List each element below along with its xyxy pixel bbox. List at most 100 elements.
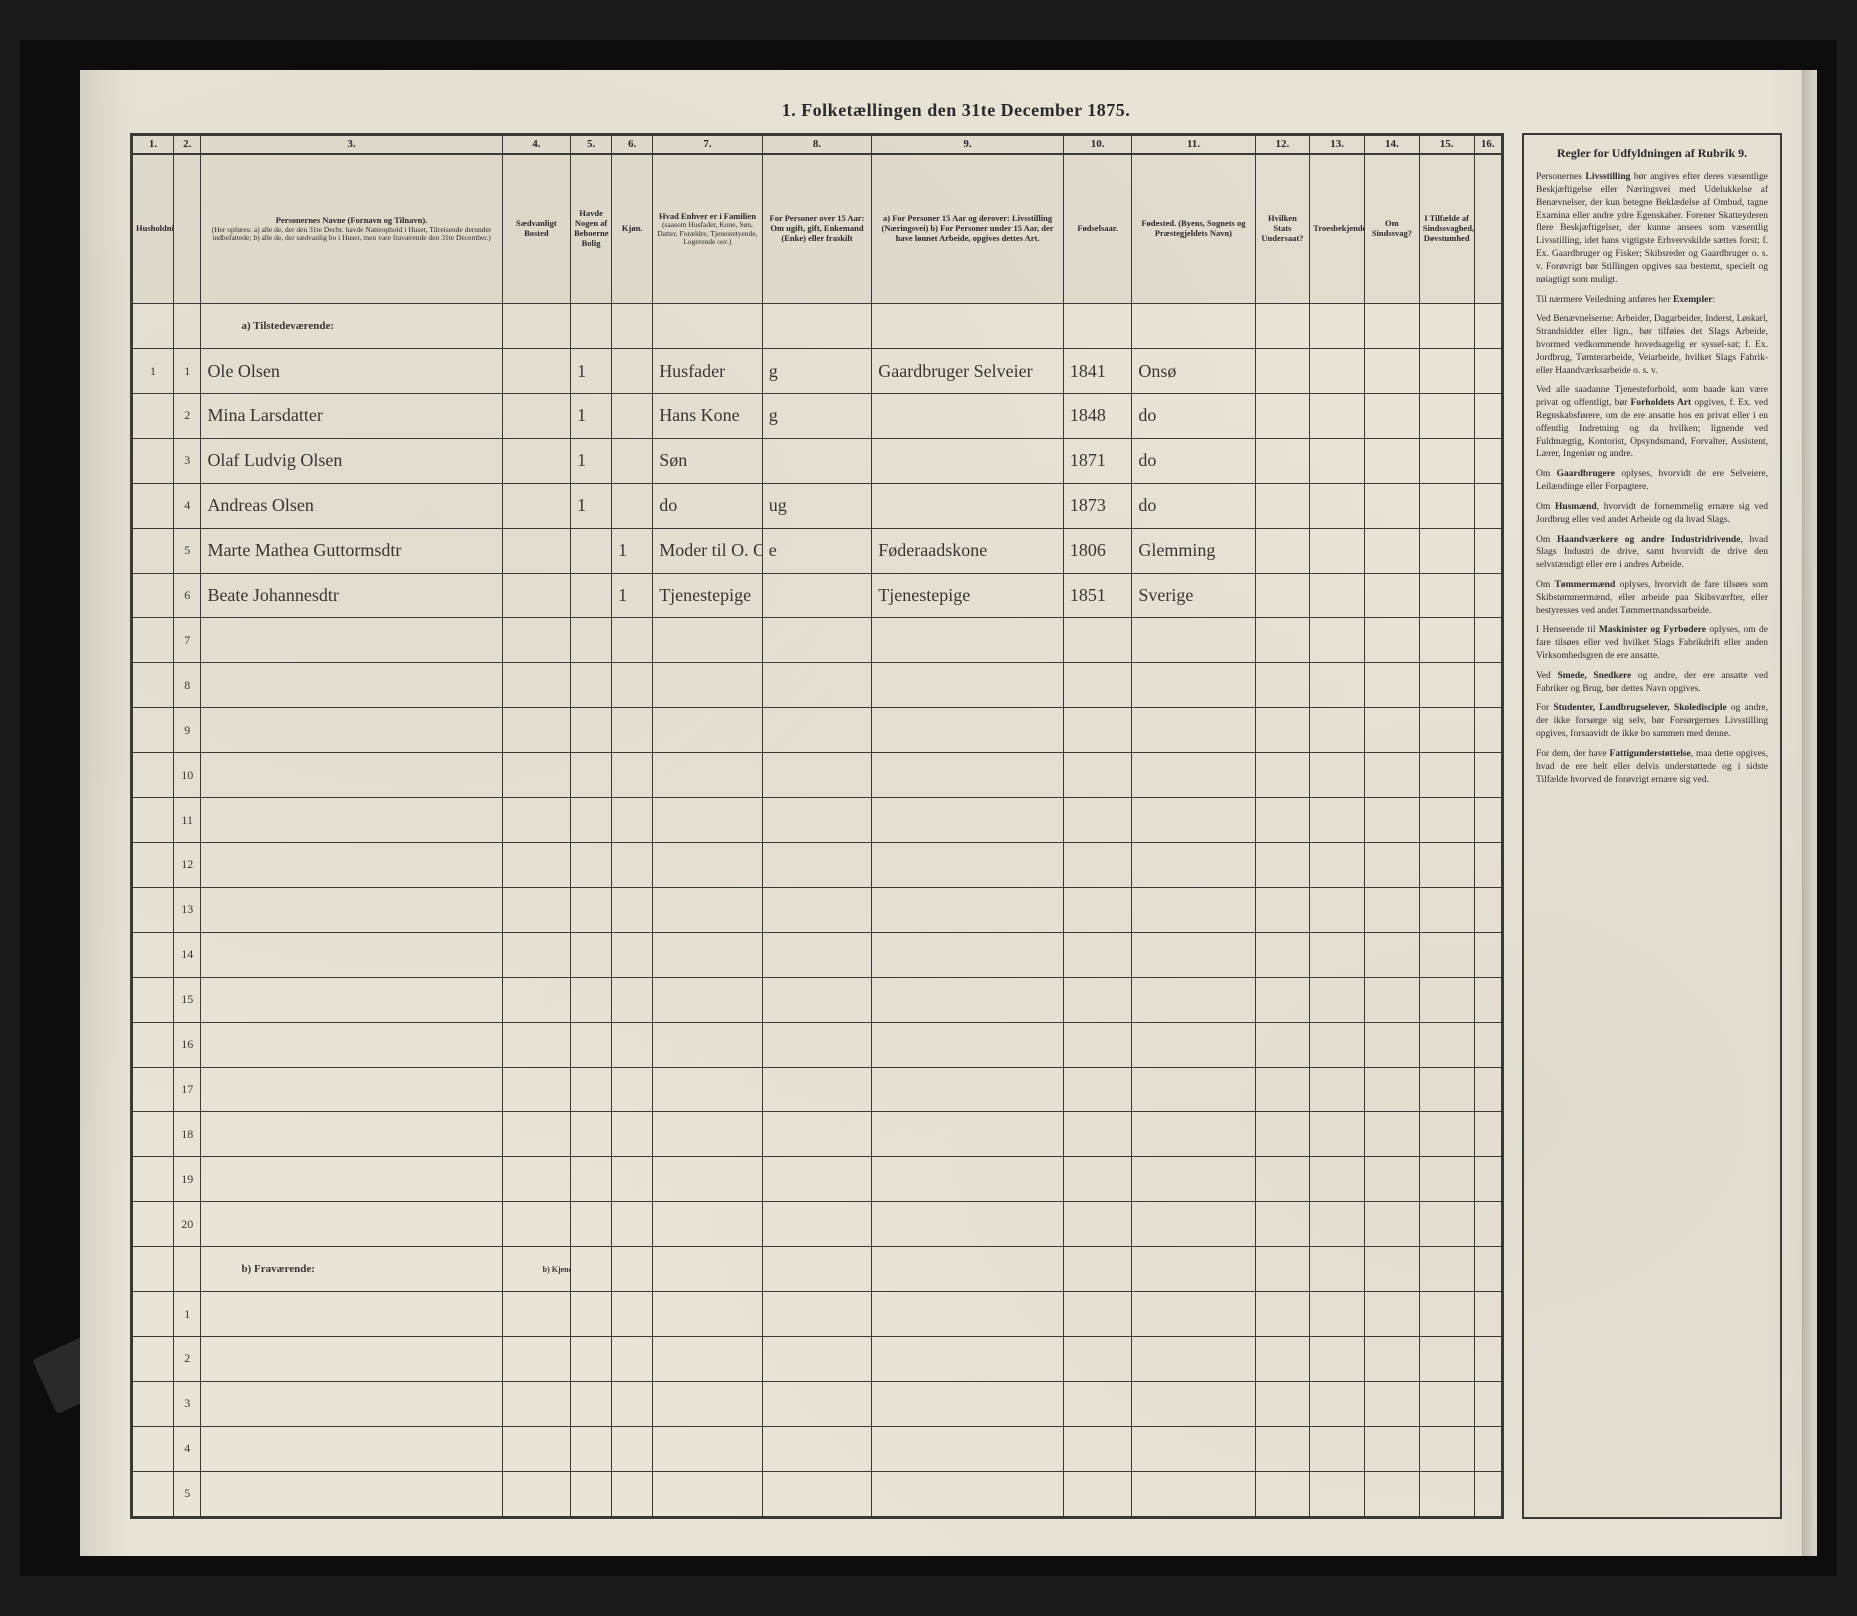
table-row: 5Marte Mathea Guttormsdtr1Moder til O. O… [133,528,1502,573]
column-number: 1. [133,136,174,154]
column-number: 3. [201,136,502,154]
cell-role: Moder til O. Olsen [653,528,763,573]
table-row: 12 [133,843,1502,888]
sidebar-paragraph: Om Tømmermænd oplyses, hvorvidt de fare … [1536,579,1768,617]
cell-role: Husfader [653,349,763,394]
cell-year: 1841 [1063,349,1131,394]
table-row: 11Ole Olsen1HusfadergGaardbruger Selveie… [133,349,1502,394]
sidebar-paragraph: Personernes Livsstilling bør angives eft… [1536,171,1768,286]
ledger-page: 1. Folketællingen den 31te December 1875… [80,70,1817,1556]
table-row: 10 [133,753,1502,798]
sidebar-paragraph: Ved Smede, Snedkere og andre, der ere an… [1536,670,1768,696]
section-absent: b) Fraværende: [201,1247,502,1292]
column-header: For Personer over 15 Aar: Om ugift, gift… [762,154,872,304]
column-number: 14. [1365,136,1420,154]
column-header: Om Sindssvag? [1365,154,1420,304]
column-number: 12. [1255,136,1310,154]
cell-occupation [872,393,1064,438]
column-header: a) For Personer 15 Aar og derover: Livss… [872,154,1064,304]
cell-name: Olaf Ludvig Olsen [201,438,502,483]
column-header: Personernes Navne (Fornavn og Tilnavn).(… [201,154,502,304]
sidebar-paragraph: For Studenter, Landbrugselever, Skoledis… [1536,702,1768,740]
column-number: 6. [612,136,653,154]
table-row: 8 [133,663,1502,708]
table-row: 19 [133,1157,1502,1202]
cell-role: do [653,483,763,528]
cell-name: Mina Larsdatter [201,393,502,438]
table-row: 9 [133,708,1502,753]
cell-place: do [1132,483,1255,528]
column-number: 16. [1474,136,1501,154]
page-stack-edge [1802,70,1817,1556]
sidebar-title: Regler for Udfyldningen af Rubrik 9. [1536,145,1768,161]
table-row: 4Andreas Olsen1doug1873do [133,483,1502,528]
cell-year: 1873 [1063,483,1131,528]
table-row: 18 [133,1112,1502,1157]
cell-name: Beate Johannesdtr [201,573,502,618]
table-row: 11 [133,798,1502,843]
cell-name: Andreas Olsen [201,483,502,528]
sidebar-paragraph: I Henseende til Maskinister og Fyrbødere… [1536,624,1768,662]
cell-name: Ole Olsen [201,349,502,394]
sidebar-paragraph: Ved alle saadanne Tjenesteforhold, som b… [1536,384,1768,461]
cell-place: Sverige [1132,573,1255,618]
column-header [174,154,201,304]
column-header: Fødselsaar. [1063,154,1131,304]
table-row: 14 [133,932,1502,977]
cell-year: 1806 [1063,528,1131,573]
census-table-container: 1.2.3.4.5.6.7.8.9.10.11.12.13.14.15.16. … [130,133,1504,1519]
table-row: 16 [133,1022,1502,1067]
census-table: 1.2.3.4.5.6.7.8.9.10.11.12.13.14.15.16. … [132,135,1502,1517]
column-number: 7. [653,136,763,154]
table-row: 7 [133,618,1502,663]
column-number: 9. [872,136,1064,154]
table-row: 15 [133,977,1502,1022]
column-header: Hvilken Stats Undersaat? [1255,154,1310,304]
table-row: 3Olaf Ludvig Olsen1Søn1871do [133,438,1502,483]
column-number: 15. [1419,136,1474,154]
cell-occupation [872,483,1064,528]
column-header: Husholdninger. [133,154,174,304]
column-number: 10. [1063,136,1131,154]
column-header: Havde Nogen af Beboerne Bolig [571,154,612,304]
column-header: Fødested. (Byens, Sognets og Præstegjeld… [1132,154,1255,304]
column-number: 8. [762,136,872,154]
column-header: Hvad Enhver er i Familien(saasom Husfade… [653,154,763,304]
table-row: 5 [133,1471,1502,1516]
column-number: 2. [174,136,201,154]
cell-place: Glemming [1132,528,1255,573]
column-number: 5. [571,136,612,154]
column-header: Troesbekjendelse. [1310,154,1365,304]
sidebar-paragraph: Om Gaardbrugere oplyses, hvorvidt de ere… [1536,468,1768,494]
sidebar-paragraph: Om Husmænd, hvorvidt de fornemmelig ernæ… [1536,501,1768,527]
column-header [1474,154,1501,304]
column-number-row: 1.2.3.4.5.6.7.8.9.10.11.12.13.14.15.16. [133,136,1502,154]
table-row: 2 [133,1336,1502,1381]
cell-occupation: Gaardbruger Selveier [872,349,1064,394]
cell-year: 1851 [1063,573,1131,618]
section-present: a) Tilstedeværende: [201,304,502,349]
cell-occupation [872,438,1064,483]
cell-occupation: Føderaadskone [872,528,1064,573]
sidebar-paragraph: Ved Benævnelserne: Arbeider, Dagarbeider… [1536,313,1768,377]
cell-role: Hans Kone [653,393,763,438]
column-header: Kjøn. [612,154,653,304]
table-row: 6Beate Johannesdtr1TjenestepigeTjenestep… [133,573,1502,618]
table-row: 17 [133,1067,1502,1112]
cell-place: do [1132,438,1255,483]
cell-year: 1871 [1063,438,1131,483]
cell-year: 1848 [1063,393,1131,438]
table-row: 2Mina Larsdatter1Hans Koneg1848do [133,393,1502,438]
column-number: 11. [1132,136,1255,154]
content-wrap: 1.2.3.4.5.6.7.8.9.10.11.12.13.14.15.16. … [130,133,1782,1519]
column-number: 4. [502,136,570,154]
cell-occupation: Tjenestepige [872,573,1064,618]
table-row: 1 [133,1292,1502,1337]
book-frame: 1. Folketællingen den 31te December 1875… [20,40,1837,1576]
sidebar-paragraphs: Personernes Livsstilling bør angives eft… [1536,171,1768,786]
sidebar-paragraph: Til nærmere Veiledning anføres her Exemp… [1536,294,1768,307]
sidebar-paragraph: For dem, der have Fattigunderstøttelse, … [1536,748,1768,786]
cell-role: Søn [653,438,763,483]
column-header: Sædvanligt Bosted [502,154,570,304]
column-number: 13. [1310,136,1365,154]
